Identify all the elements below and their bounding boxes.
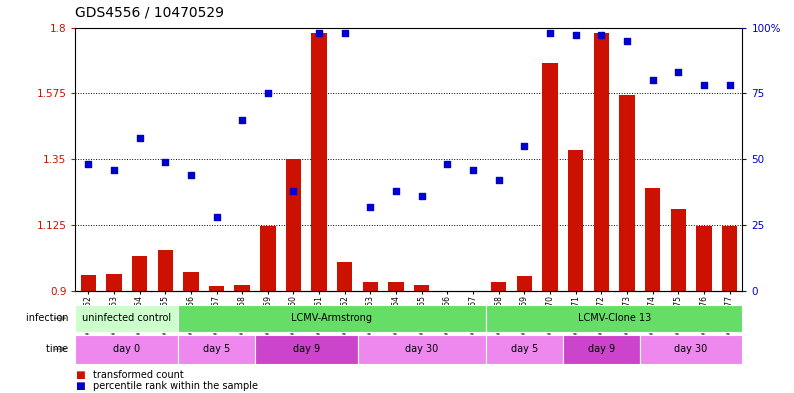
Point <box>595 32 607 39</box>
Bar <box>286 159 301 291</box>
Point <box>621 37 634 44</box>
Point <box>107 167 120 173</box>
Bar <box>311 33 327 291</box>
Text: day 9: day 9 <box>293 344 320 354</box>
Bar <box>106 274 121 291</box>
Bar <box>486 305 742 332</box>
Point <box>261 90 274 96</box>
Point <box>338 29 351 36</box>
Point <box>415 193 428 199</box>
Bar <box>157 250 173 291</box>
Point <box>492 177 505 184</box>
Text: uninfected control: uninfected control <box>82 313 172 323</box>
Bar <box>80 275 96 291</box>
Point <box>723 82 736 88</box>
Bar <box>671 209 686 291</box>
Text: day 30: day 30 <box>405 344 438 354</box>
Text: time: time <box>46 344 71 354</box>
Bar <box>640 335 742 364</box>
Bar <box>209 286 224 291</box>
Point <box>467 167 480 173</box>
Text: day 30: day 30 <box>674 344 707 354</box>
Point <box>672 69 684 75</box>
Bar <box>255 335 357 364</box>
Text: percentile rank within the sample: percentile rank within the sample <box>93 381 258 391</box>
Point <box>159 159 172 165</box>
Bar <box>645 188 661 291</box>
Bar <box>357 335 486 364</box>
Bar <box>178 305 486 332</box>
Bar <box>486 335 563 364</box>
Bar <box>696 226 711 291</box>
Bar <box>563 335 640 364</box>
Point <box>184 172 197 178</box>
Bar <box>414 285 430 291</box>
Bar <box>619 95 634 291</box>
Text: ■: ■ <box>75 371 85 380</box>
Point <box>698 82 711 88</box>
Bar <box>178 335 255 364</box>
Point <box>236 116 249 123</box>
Text: GDS4556 / 10470529: GDS4556 / 10470529 <box>75 6 225 20</box>
Bar <box>132 256 147 291</box>
Text: day 9: day 9 <box>588 344 615 354</box>
Bar <box>517 276 532 291</box>
Point <box>390 187 403 194</box>
Bar <box>388 282 404 291</box>
Bar <box>337 262 353 291</box>
Bar <box>234 285 250 291</box>
Bar <box>75 305 178 332</box>
Point <box>210 214 223 220</box>
Bar <box>491 282 507 291</box>
Bar <box>75 335 178 364</box>
Point <box>287 187 300 194</box>
Text: LCMV-Armstrong: LCMV-Armstrong <box>291 313 372 323</box>
Point <box>313 29 326 36</box>
Point <box>82 161 94 167</box>
Point <box>518 143 530 149</box>
Bar <box>260 226 276 291</box>
Bar <box>568 151 584 291</box>
Point <box>441 161 453 167</box>
Text: infection: infection <box>26 313 71 323</box>
Text: day 5: day 5 <box>511 344 538 354</box>
Text: day 5: day 5 <box>203 344 230 354</box>
Text: ■: ■ <box>75 381 85 391</box>
Bar <box>542 62 557 291</box>
Point <box>544 29 557 36</box>
Text: transformed count: transformed count <box>93 371 183 380</box>
Point <box>569 32 582 39</box>
Text: day 0: day 0 <box>114 344 141 354</box>
Bar <box>722 226 738 291</box>
Text: LCMV-Clone 13: LCMV-Clone 13 <box>577 313 651 323</box>
Point <box>364 204 377 210</box>
Point <box>646 77 659 83</box>
Bar <box>363 282 378 291</box>
Bar <box>183 272 198 291</box>
Bar <box>594 33 609 291</box>
Point <box>133 135 146 141</box>
